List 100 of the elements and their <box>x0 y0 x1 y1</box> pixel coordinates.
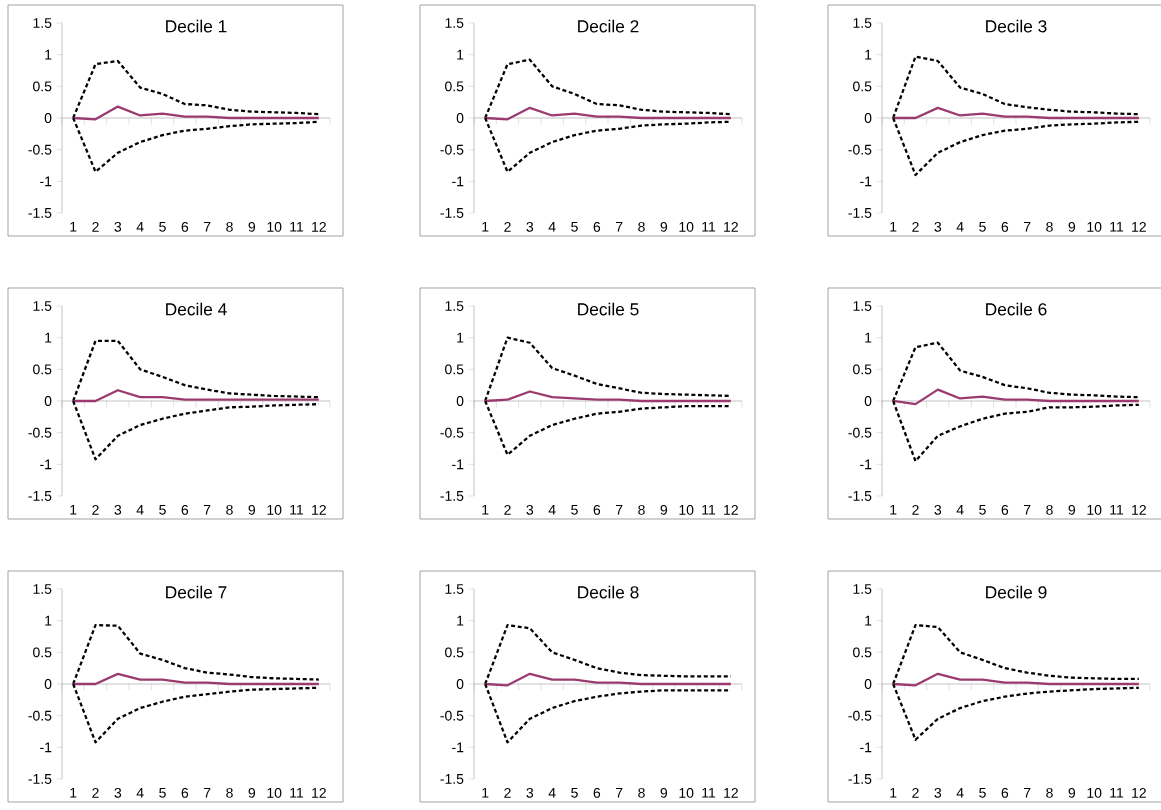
x-tick-label: 11 <box>702 504 716 515</box>
y-tick-label: -1 <box>860 176 872 187</box>
x-tick-label: 7 <box>1023 221 1031 232</box>
y-tick-label: 0 <box>44 396 52 406</box>
x-tick-label: 5 <box>159 221 166 232</box>
x-tick-label: 3 <box>526 504 534 515</box>
x-tick-label: 4 <box>136 504 144 515</box>
y-tick-label: 1 <box>45 615 52 626</box>
x-tick-label: 4 <box>136 787 144 798</box>
x-tick-label: 11 <box>290 504 304 515</box>
chart-title: Decile 8 <box>578 585 639 599</box>
x-tick-label: 3 <box>526 221 534 232</box>
x-tick-label: 5 <box>979 221 986 232</box>
chart-title: Decile 1 <box>166 19 227 33</box>
x-tick-label: 9 <box>248 504 256 515</box>
x-tick-label: 9 <box>660 504 668 515</box>
y-tick-label: -0.5 <box>440 710 464 721</box>
y-tick-label: 1.5 <box>853 301 872 311</box>
y-tick-label: -0.5 <box>440 144 464 155</box>
y-tick-label: -1 <box>40 176 52 187</box>
x-tick-label: 10 <box>1087 504 1102 515</box>
x-tick-label: 12 <box>312 787 326 798</box>
y-tick-label: -1 <box>860 459 872 470</box>
y-tick-label: -1.5 <box>28 774 52 784</box>
x-tick-label: 2 <box>912 787 919 798</box>
y-tick-label: -0.5 <box>440 427 464 438</box>
x-tick-label: 6 <box>181 787 189 798</box>
x-tick-label: 10 <box>267 787 282 798</box>
x-tick-label: 7 <box>615 504 623 515</box>
y-tick-label: 1.5 <box>33 584 52 594</box>
y-tick-label: 1.5 <box>33 301 52 311</box>
x-tick-label: 2 <box>92 221 99 232</box>
y-tick-label: 1.5 <box>445 584 464 594</box>
x-tick-label: 9 <box>1068 504 1076 515</box>
y-tick-label: -0.5 <box>848 710 872 721</box>
x-tick-label: 8 <box>1046 787 1053 798</box>
chart-title: Decile 4 <box>166 302 227 316</box>
x-tick-label: 8 <box>638 221 645 232</box>
chart-title: Decile 2 <box>578 19 639 33</box>
x-tick-label: 4 <box>136 221 144 232</box>
x-tick-label: 4 <box>956 787 964 798</box>
y-tick-label: -1 <box>40 742 52 753</box>
x-tick-label: 11 <box>290 787 304 798</box>
x-tick-label: 1 <box>70 221 77 232</box>
y-tick-label: -1 <box>452 459 464 470</box>
x-tick-label: 4 <box>548 787 556 798</box>
y-tick-label: -0.5 <box>848 427 872 438</box>
chart-title: Decile 3 <box>986 19 1047 33</box>
chart-title: Decile 5 <box>578 302 639 316</box>
x-tick-label: 8 <box>1046 221 1053 232</box>
y-tick-label: -0.5 <box>848 144 872 155</box>
x-tick-label: 4 <box>956 504 964 515</box>
x-tick-label: 5 <box>979 787 986 798</box>
y-tick-label: 0.5 <box>853 81 872 92</box>
y-tick-label: 0.5 <box>445 364 464 375</box>
y-tick-label: -1.5 <box>848 491 872 501</box>
y-tick-label: 1 <box>45 332 52 343</box>
y-tick-label: -1.5 <box>440 491 464 501</box>
x-tick-label: 6 <box>593 221 601 232</box>
x-tick-label: 4 <box>956 221 964 232</box>
y-tick-label: 1 <box>45 49 52 60</box>
x-tick-label: 6 <box>1001 787 1009 798</box>
x-tick-label: 5 <box>571 787 578 798</box>
y-tick-label: 0.5 <box>445 81 464 92</box>
x-tick-label: 12 <box>1132 787 1146 798</box>
x-tick-label: 11 <box>1110 221 1124 232</box>
y-tick-label: 0.5 <box>445 647 464 658</box>
y-tick-label: -1 <box>452 176 464 187</box>
y-tick-label: -1 <box>40 459 52 470</box>
x-tick-label: 12 <box>1132 221 1146 232</box>
y-tick-label: 1 <box>457 49 464 60</box>
x-tick-label: 7 <box>1023 504 1031 515</box>
x-tick-label: 3 <box>934 504 942 515</box>
y-tick-label: 1 <box>865 615 872 626</box>
y-tick-label: 1.5 <box>853 18 872 28</box>
x-tick-label: 6 <box>181 221 189 232</box>
x-tick-label: 3 <box>114 787 122 798</box>
x-tick-label: 7 <box>203 787 211 798</box>
y-tick-label: -1.5 <box>440 774 464 784</box>
y-tick-label: 0.5 <box>853 364 872 375</box>
y-tick-label: 1.5 <box>445 301 464 311</box>
x-tick-label: 12 <box>724 221 738 232</box>
x-tick-label: 4 <box>548 221 556 232</box>
y-tick-label: -1.5 <box>28 208 52 218</box>
x-tick-label: 11 <box>1110 787 1124 798</box>
x-tick-label: 5 <box>571 504 578 515</box>
y-tick-label: -1 <box>452 742 464 753</box>
x-tick-label: 9 <box>660 787 668 798</box>
x-tick-label: 11 <box>1110 504 1124 515</box>
x-tick-label: 10 <box>267 504 282 515</box>
x-tick-label: 7 <box>615 221 623 232</box>
x-tick-label: 12 <box>312 504 326 515</box>
x-tick-label: 1 <box>482 221 489 232</box>
y-tick-label: 0 <box>864 113 872 123</box>
x-tick-label: 2 <box>504 787 511 798</box>
x-tick-label: 12 <box>724 504 738 515</box>
x-tick-label: 6 <box>593 504 601 515</box>
y-tick-label: -1.5 <box>28 491 52 501</box>
x-tick-label: 2 <box>504 504 511 515</box>
x-tick-label: 3 <box>526 787 534 798</box>
